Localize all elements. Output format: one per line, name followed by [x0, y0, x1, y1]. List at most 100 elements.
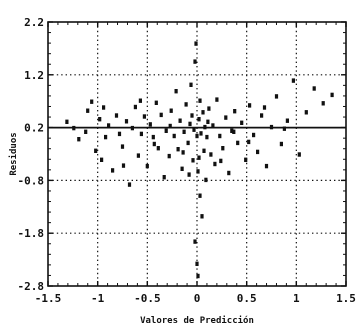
data-point	[196, 169, 200, 174]
data-point	[111, 168, 115, 173]
x-tick-label: -0.5	[134, 292, 161, 305]
data-point	[84, 129, 88, 134]
data-point	[187, 172, 191, 177]
data-point	[198, 193, 202, 198]
data-point	[215, 97, 219, 102]
y-tick-label: 2.2	[24, 16, 44, 29]
data-point	[104, 134, 108, 140]
data-point	[174, 89, 178, 94]
y-tick-labels: -2.8 -1.8 -0.8 0.2 1.2 2.2	[18, 16, 45, 293]
data-point	[142, 114, 146, 119]
y-tick-label: 1.2	[24, 69, 44, 82]
data-point	[100, 157, 104, 162]
data-point	[102, 105, 106, 110]
data-point	[321, 101, 325, 106]
data-point	[189, 82, 193, 87]
data-point	[178, 118, 182, 123]
data-point	[164, 128, 168, 133]
data-point	[176, 147, 180, 152]
data-point	[224, 115, 228, 120]
x-axis-label: Valores de Predicción	[140, 315, 254, 326]
x-tick-label: 0.5	[237, 292, 257, 305]
data-point	[182, 129, 186, 134]
data-point	[221, 146, 225, 151]
x-tick-label: -1	[91, 292, 105, 305]
data-point	[230, 128, 234, 133]
x-tick-label: 0	[194, 292, 201, 305]
data-point	[264, 163, 269, 169]
data-point	[145, 163, 149, 169]
data-point	[207, 106, 211, 111]
data-point	[201, 110, 205, 115]
data-point	[211, 123, 215, 128]
data-point	[260, 113, 264, 118]
data-point	[252, 132, 256, 138]
data-point	[244, 157, 248, 162]
data-point	[199, 131, 203, 136]
data-point	[193, 59, 197, 64]
data-point	[124, 119, 129, 124]
data-point	[114, 113, 119, 118]
data-point	[240, 120, 244, 125]
y-tick-label: -2.8	[18, 280, 45, 293]
data-point	[304, 110, 308, 115]
data-point	[133, 104, 137, 110]
data-point	[209, 152, 213, 157]
data-point	[262, 105, 267, 110]
data-point	[195, 261, 199, 266]
data-point	[285, 118, 289, 123]
data-point	[269, 124, 274, 130]
data-point	[156, 146, 160, 151]
data-point	[169, 108, 173, 113]
data-point	[130, 125, 134, 131]
data-point	[282, 126, 286, 131]
data-point	[247, 139, 251, 145]
data-point	[218, 133, 222, 139]
data-point	[151, 134, 155, 140]
data-point	[192, 127, 196, 132]
data-point	[200, 214, 204, 219]
data-point	[279, 141, 283, 147]
data-point	[181, 150, 185, 155]
data-point	[107, 123, 111, 128]
data-point	[219, 158, 223, 164]
data-point	[168, 123, 172, 129]
data-point	[297, 152, 301, 157]
data-point	[121, 163, 126, 168]
data-points	[65, 41, 334, 279]
data-point	[172, 133, 176, 139]
data-point	[196, 273, 200, 279]
data-point	[291, 78, 295, 83]
data-point	[127, 182, 132, 187]
data-point	[152, 141, 156, 147]
data-point	[184, 102, 188, 107]
data-point	[136, 153, 140, 158]
data-point	[167, 153, 171, 159]
data-point	[232, 129, 236, 134]
data-point	[197, 117, 201, 122]
data-point	[236, 140, 240, 146]
data-point	[330, 92, 334, 98]
data-point	[203, 124, 207, 130]
data-point	[159, 112, 163, 118]
data-point	[205, 134, 209, 140]
data-point	[65, 119, 69, 124]
data-point	[197, 155, 201, 160]
x-tick-label: -1.5	[35, 292, 62, 305]
data-point	[190, 113, 194, 118]
data-point	[191, 158, 195, 163]
data-point	[256, 149, 260, 155]
data-point	[248, 103, 252, 108]
y-tick-label: -1.8	[18, 227, 45, 240]
y-tick-label: -0.8	[18, 174, 45, 187]
data-point	[120, 144, 125, 149]
data-point	[194, 41, 198, 46]
data-point	[186, 140, 190, 146]
data-point	[138, 98, 142, 103]
data-point	[206, 119, 210, 124]
data-point	[162, 175, 166, 180]
data-point	[213, 161, 217, 167]
data-point	[77, 137, 81, 142]
axis-ticks	[47, 21, 347, 287]
